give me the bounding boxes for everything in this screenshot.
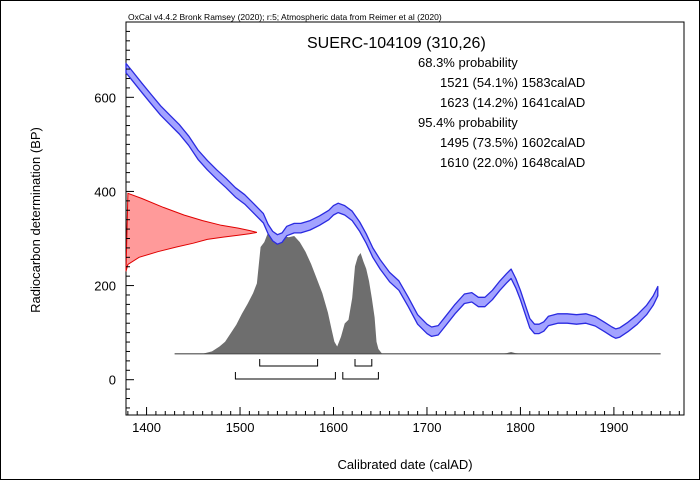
- x-tick-label: 1700: [413, 420, 442, 435]
- range-text-line: 68.3% probability: [418, 55, 518, 70]
- x-axis-label: Calibrated date (calAD): [337, 457, 472, 472]
- range-68-bracket: [354, 359, 373, 367]
- plot-data-layer: [125, 62, 661, 355]
- range-brackets: [234, 359, 379, 380]
- axes-layer: 1400 1500 1600 1700 1800 1900 0 200 400 600: [94, 30, 680, 435]
- measurement-density: [125, 192, 258, 272]
- range-text-line: 1610 (22.0%) 1648calAD: [440, 155, 585, 170]
- x-tick-label: 1800: [506, 420, 535, 435]
- plot-frame: [125, 21, 685, 416]
- calibrated-distribution: [174, 232, 661, 354]
- calibration-curve-band: [125, 62, 659, 339]
- x-tick-label: 1600: [319, 420, 348, 435]
- credit-line: OxCal v4.4.2 Bronk Ramsey (2020); r:5; A…: [128, 12, 442, 22]
- y-tick-label: 0: [109, 373, 116, 388]
- sample-title: SUERC-104109 (310,26): [307, 35, 486, 52]
- range-text-line: 95.4% probability: [418, 115, 518, 130]
- x-tick-label: 1500: [226, 420, 255, 435]
- range-text-line: 1623 (14.2%) 1641calAD: [440, 95, 585, 110]
- range-text-line: 1521 (54.1%) 1583calAD: [440, 75, 585, 90]
- x-tick-label: 1400: [132, 420, 161, 435]
- range-text-line: 1495 (73.5%) 1602calAD: [440, 135, 585, 150]
- y-tick-label: 400: [94, 184, 116, 199]
- probability-ranges-text: 68.3% probability 1521 (54.1%) 1583calAD 1…: [418, 55, 585, 170]
- x-tick-label: 1900: [599, 420, 628, 435]
- y-tick-label: 200: [94, 279, 116, 294]
- y-tick-label: 600: [94, 90, 116, 105]
- range-95-bracket: [234, 372, 336, 380]
- range-68-bracket: [259, 359, 319, 367]
- y-axis-label: Radiocarbon determination (BP): [28, 127, 43, 313]
- range-95-bracket: [342, 372, 379, 380]
